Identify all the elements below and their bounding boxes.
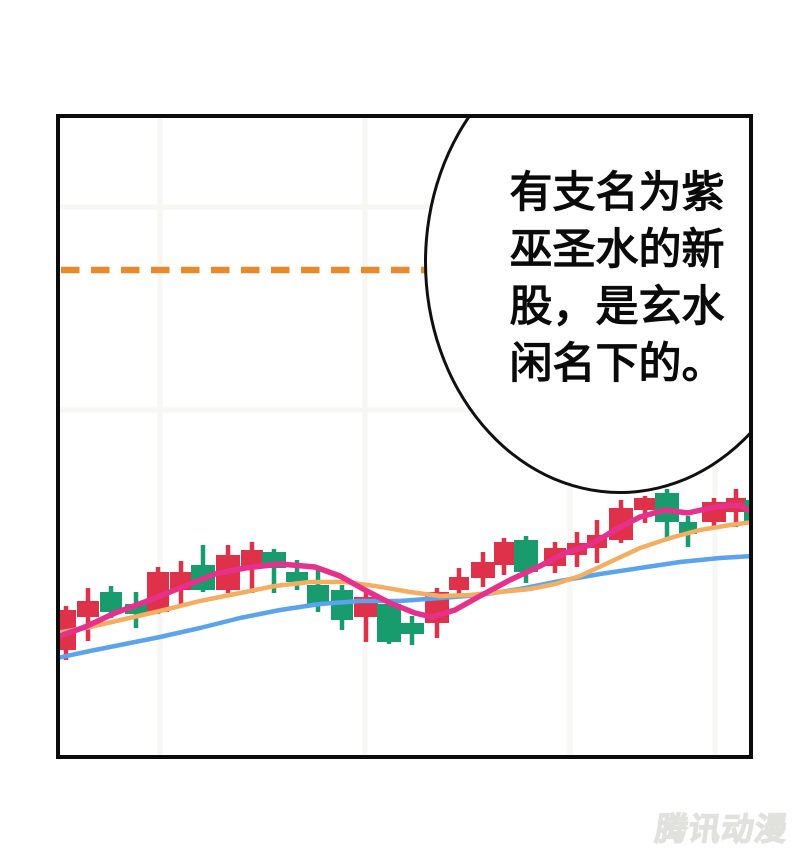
candle-body <box>125 604 147 614</box>
candle-green <box>377 600 401 644</box>
candle-body <box>449 577 469 590</box>
candle-body <box>100 592 122 612</box>
candle-body <box>377 604 401 642</box>
speech-bubble-text: 有支名为紫 巫圣水的新 股，是玄水 闲名下的。 <box>427 165 749 393</box>
candle-body <box>147 572 169 612</box>
candle-red <box>471 552 495 587</box>
candle-red <box>147 567 169 614</box>
tencent-comics-watermark: 腾讯动漫 <box>653 810 791 847</box>
bubble-text-line: 巫圣水的新 <box>509 226 725 274</box>
chart-area: 有支名为紫 巫圣水的新 股，是玄水 闲名下的。 <box>60 118 749 755</box>
ma-line-pink <box>60 502 749 639</box>
candle-red <box>354 591 378 642</box>
candle-body <box>331 590 353 620</box>
candle-red <box>634 496 656 523</box>
bubble-text-line: 股，是玄水 <box>509 283 725 331</box>
bubble-text-line: 闲名下的。 <box>509 340 725 388</box>
candle-body <box>77 601 99 617</box>
candle-red <box>77 588 99 641</box>
candlestick-chart <box>60 118 749 755</box>
ma-line-blue <box>60 553 749 660</box>
candle-body <box>307 585 329 605</box>
candle-red <box>449 568 469 596</box>
comic-panel: 有支名为紫 巫圣水的新 股，是玄水 闲名下的。 <box>56 114 753 759</box>
candle-green <box>331 585 353 630</box>
candle-body <box>634 498 656 510</box>
candle-green <box>400 616 424 645</box>
candle-body <box>494 542 514 565</box>
candle-red <box>702 498 726 527</box>
ma-line-orange <box>60 520 749 635</box>
candle-body <box>471 562 495 578</box>
candle-body <box>241 550 263 567</box>
bubble-text-line: 有支名为紫 <box>509 169 725 217</box>
candle-green <box>655 489 679 541</box>
candle-green <box>125 592 147 628</box>
candle-body <box>400 623 424 634</box>
candle-body <box>286 572 308 582</box>
candle-red <box>494 538 514 575</box>
